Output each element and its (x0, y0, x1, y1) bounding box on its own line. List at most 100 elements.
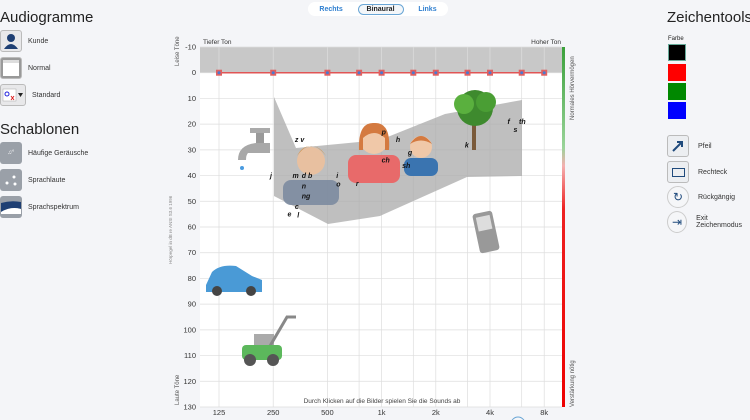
threshold-point-marker (542, 71, 546, 75)
phoneme-label: b (308, 173, 313, 180)
threshold-point-marker (357, 71, 361, 75)
arrow-icon (667, 135, 689, 157)
ear-selector[interactable]: Rechts Binaural Links (308, 2, 448, 16)
y-tick-label: 50 (188, 197, 196, 206)
threshold-point-marker (271, 71, 275, 75)
tool-rueckgaengig[interactable]: ↻ Rückgängig (667, 186, 735, 208)
tab-links[interactable]: Links (418, 5, 437, 13)
tree-icon[interactable] (454, 90, 496, 150)
color-green[interactable] (668, 83, 686, 100)
blank-audiogram-icon (0, 57, 22, 79)
y-tick-label: 30 (188, 145, 196, 154)
color-label: Farbe (668, 36, 684, 42)
pfeil-label: Pfeil (698, 142, 712, 150)
standard-label: Standard (32, 91, 61, 99)
zeichentools-title: Zeichentools (667, 9, 750, 26)
color-black[interactable] (668, 44, 686, 61)
undo-icon: ↻ (667, 186, 689, 208)
tab-binaural[interactable]: Binaural (357, 3, 404, 15)
y-tick-label: 90 (188, 300, 196, 309)
y-tick-label: 40 (188, 171, 196, 180)
child-icon[interactable] (404, 136, 438, 176)
template-haeufige-geraeusche[interactable]: ♫° Häufige Geräusche (0, 142, 88, 164)
x-tick-label: 125 (213, 408, 226, 417)
audiogram-kunde[interactable]: Kunde (0, 30, 48, 52)
threshold-point-marker (520, 71, 524, 75)
tool-pfeil[interactable]: Pfeil (667, 135, 712, 157)
phoneme-label: g (407, 150, 413, 157)
car-icon[interactable] (206, 265, 262, 296)
y-tick-label: 120 (183, 377, 196, 386)
y-tick-label: 60 (188, 223, 196, 232)
haeufige-geraeusche-label: Häufige Geräusche (28, 149, 89, 157)
phone-icon[interactable] (472, 210, 500, 254)
audiogram-normal[interactable]: Normal (0, 57, 51, 79)
right-bottom-label: Verstärkung nötig (570, 360, 576, 407)
phoneme-label: p (381, 129, 387, 136)
rectangle-icon (667, 161, 689, 183)
phoneme-label: l (297, 213, 300, 220)
color-blue[interactable] (668, 102, 686, 119)
phoneme-label: m (293, 173, 299, 180)
faucet-icon[interactable] (238, 128, 270, 170)
right-top-label: Normales Hörvermögen (570, 56, 576, 120)
tab-rechts[interactable]: Rechts (319, 5, 343, 13)
threshold-point-marker (466, 71, 470, 75)
phoneme-label: n (302, 183, 306, 190)
user-icon (0, 30, 22, 52)
template-sprachlaute[interactable]: Sprachlaute (0, 169, 65, 191)
rueckgaengig-label: Rückgängig (698, 193, 735, 201)
xlabel-right: Hoher Ton (531, 39, 561, 46)
threshold-point-marker (325, 71, 329, 75)
man-icon[interactable] (283, 146, 339, 205)
tool-rechteck[interactable]: Rechteck (667, 161, 727, 183)
rechteck-label: Rechteck (698, 168, 728, 176)
color-red[interactable] (668, 64, 686, 81)
audiogram-standard[interactable]: Standard (0, 84, 60, 106)
y-tick-label: -10 (185, 43, 196, 52)
phoneme-label: k (465, 142, 470, 149)
phoneme-label: h (396, 137, 400, 144)
tool-exit[interactable]: ⇥ Exit Zeichenmodus (667, 211, 750, 233)
kunde-label: Kunde (28, 37, 49, 45)
threshold-point-marker (217, 71, 221, 75)
x-tick-label: 2k (432, 408, 440, 417)
x-tick-label: 8k (540, 408, 548, 417)
phoneme-label: f (507, 119, 510, 126)
woman-icon[interactable] (348, 122, 400, 183)
template-sprachspektrum[interactable]: Sprachspektrum (0, 196, 79, 218)
xlabel-left: Tiefer Ton (203, 39, 232, 46)
partial-button[interactable] (511, 416, 525, 420)
ylabel: Hörpegel in dB re ANSI S3.6 1996 (168, 195, 173, 264)
y-tick-label: 130 (183, 403, 196, 412)
phoneme-label: sh (402, 163, 410, 170)
threshold-point-marker (380, 71, 384, 75)
lawnmower-icon[interactable] (242, 315, 296, 366)
phoneme-label: i (336, 173, 339, 180)
phoneme-label: d (302, 173, 307, 180)
x-tick-label: 250 (267, 408, 280, 417)
sprachspektrum-label: Sprachspektrum (28, 203, 79, 211)
phoneme-label: ch (382, 158, 390, 165)
y-tick-label: 70 (188, 248, 196, 257)
speech-spectrum-icon (0, 196, 22, 218)
y-tick-label: 110 (184, 351, 196, 360)
normal-zone (200, 47, 562, 73)
x-tick-label: 1k (378, 408, 386, 417)
phoneme-label: z v (294, 137, 305, 144)
x-tick-label: 4k (486, 408, 494, 417)
phoneme-label: th (519, 119, 526, 126)
y-tick-label: 10 (188, 94, 196, 103)
threshold-point-marker (434, 71, 438, 75)
exit-icon: ⇥ (667, 211, 688, 233)
phoneme-label: s (513, 127, 517, 134)
speech-sounds-icon (0, 169, 22, 191)
phoneme-label: ng (302, 194, 311, 201)
chart-caption: Durch Klicken auf die Bilder spielen Sie… (304, 398, 461, 405)
y-tick-label: 80 (188, 274, 196, 283)
threshold-point-marker (488, 71, 492, 75)
symbol-set-icon (0, 84, 26, 106)
schablonen-title: Schablonen (0, 121, 80, 138)
phoneme-label: e (287, 212, 291, 219)
